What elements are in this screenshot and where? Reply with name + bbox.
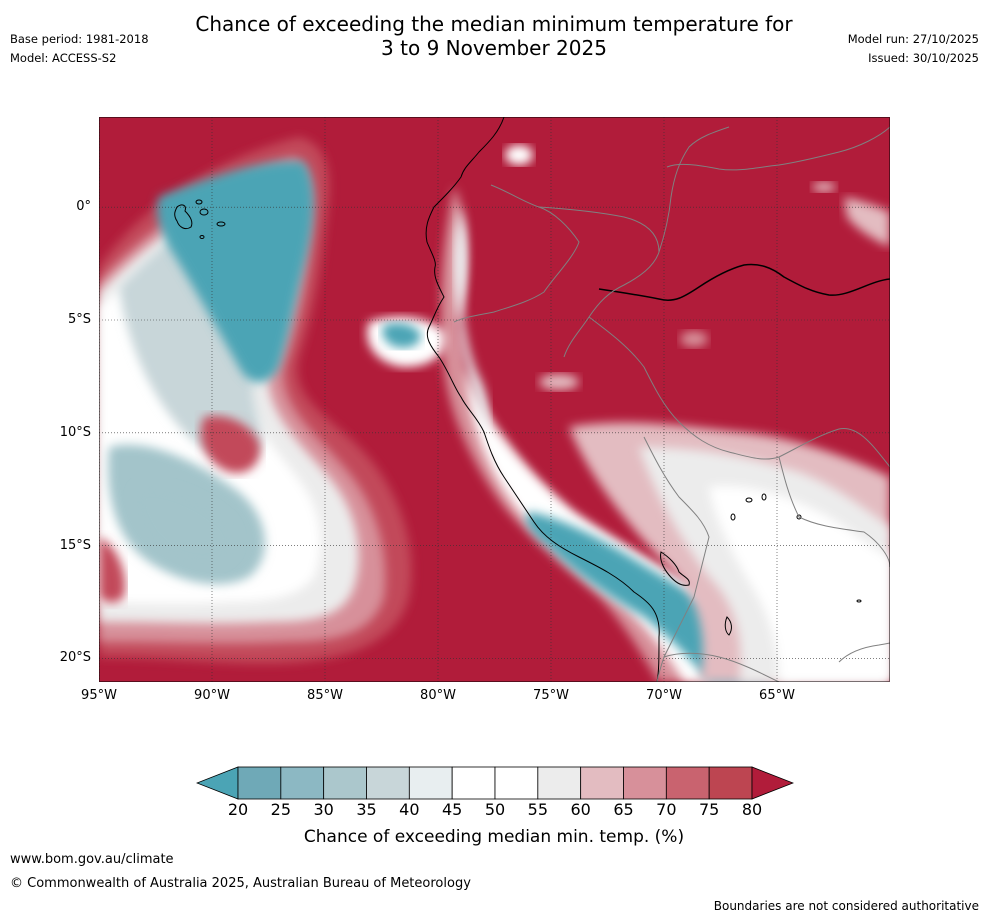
colorbar-tick-label: 50 [484,800,506,819]
lat-label: 20°S [59,650,91,666]
salt-flats [730,493,862,603]
lat-label: 10°S [59,424,91,440]
gulf-blue-patch [382,322,421,348]
lon-label: 85°W [307,688,343,703]
amazon-pink-patch-3 [812,182,836,192]
colorbar-segment [366,766,410,800]
colorbar-segment [280,766,325,800]
colorbar-segment [237,766,282,800]
colorbar-graphic [195,766,795,800]
colorbar-segment [665,766,710,800]
lat-label: 0° [76,199,91,215]
colorbar-segment [323,766,367,800]
model-name: Model: ACCESS-S2 [10,51,117,65]
title-line-2: 3 to 9 November 2025 [381,36,607,60]
pacific-blue-zone [157,161,314,382]
colorbar-segment [408,766,453,800]
colorbar-tick-label: 70 [656,800,677,819]
north-white-spot [505,145,533,165]
colorbar-tick-label: 75 [698,800,720,819]
issued-date: Issued: 30/10/2025 [868,51,979,65]
colorbar-over-arrow [751,766,795,800]
map-canvas [99,117,890,682]
pacific-red-patch-2 [99,537,126,603]
meta-right: Model run: 27/10/2025 Issued: 30/10/2025 [848,30,979,68]
amazon-river [598,263,890,301]
colorbar-tick-label: 65 [613,800,634,819]
lon-label: 80°W [420,688,456,703]
base-period: Base period: 1981-2018 [10,32,149,46]
southeast-white-zone [709,486,890,682]
colorbar-tick-label: 80 [741,800,763,819]
colorbar-title: Chance of exceeding median min. temp. (%… [303,827,685,847]
meta-left: Base period: 1981-2018 Model: ACCESS-S2 [10,30,149,68]
colorbar-tick-label: 60 [570,800,591,819]
colorbar-segment [537,766,582,800]
colorbar-segment [708,766,753,800]
colorbar-tick-label: 20 [227,800,249,819]
lake-poopo [724,616,732,636]
colorbar-tick-label: 40 [399,800,420,819]
galapagos-islands [174,199,226,239]
lon-label: 90°W [194,688,230,703]
colorbar-tick-label: 55 [527,800,548,819]
northeast-corner-patch [844,197,890,247]
footer-copyright: © Commonwealth of Australia 2025, Austra… [10,876,471,891]
footer-url[interactable]: www.bom.gov.au/climate [10,852,174,867]
colorbar-under-arrow [195,766,239,800]
colorbar-tick-label: 25 [270,800,291,819]
footer-disclaimer: Boundaries are not considered authoritat… [713,899,979,913]
lon-label: 70°W [646,688,682,703]
colorbar-segment [494,766,539,800]
colorbar-segment [580,766,624,800]
model-run: Model run: 27/10/2025 [847,32,979,46]
country-borders [453,126,890,682]
lat-label: 5°S [67,311,91,327]
colorbar-tick-label: 35 [356,800,377,819]
lake-titicaca [660,551,690,586]
lat-label: 15°S [59,537,91,553]
map-frame [99,117,890,682]
coastline [425,117,660,682]
amazon-pink-patch-2 [680,331,708,347]
lon-label: 75°W [533,688,569,703]
colorbar-segment [451,766,496,800]
forecast-map [99,117,890,682]
lon-label: 95°W [81,688,117,703]
lon-label: 65°W [759,688,795,703]
colorbar-tick-label: 30 [313,800,334,819]
pacific-red-patch [200,415,260,473]
colorbar [195,766,795,800]
colorbar-tick-label: 45 [441,800,463,819]
map-gridlines [99,117,890,682]
amazon-pink-patch [539,374,579,390]
map-title: Chance of exceeding the median minimum t… [0,12,988,60]
colorbar-segment [623,766,667,800]
title-line-1: Chance of exceeding the median minimum t… [195,12,793,36]
andes-light-strip [455,207,490,432]
